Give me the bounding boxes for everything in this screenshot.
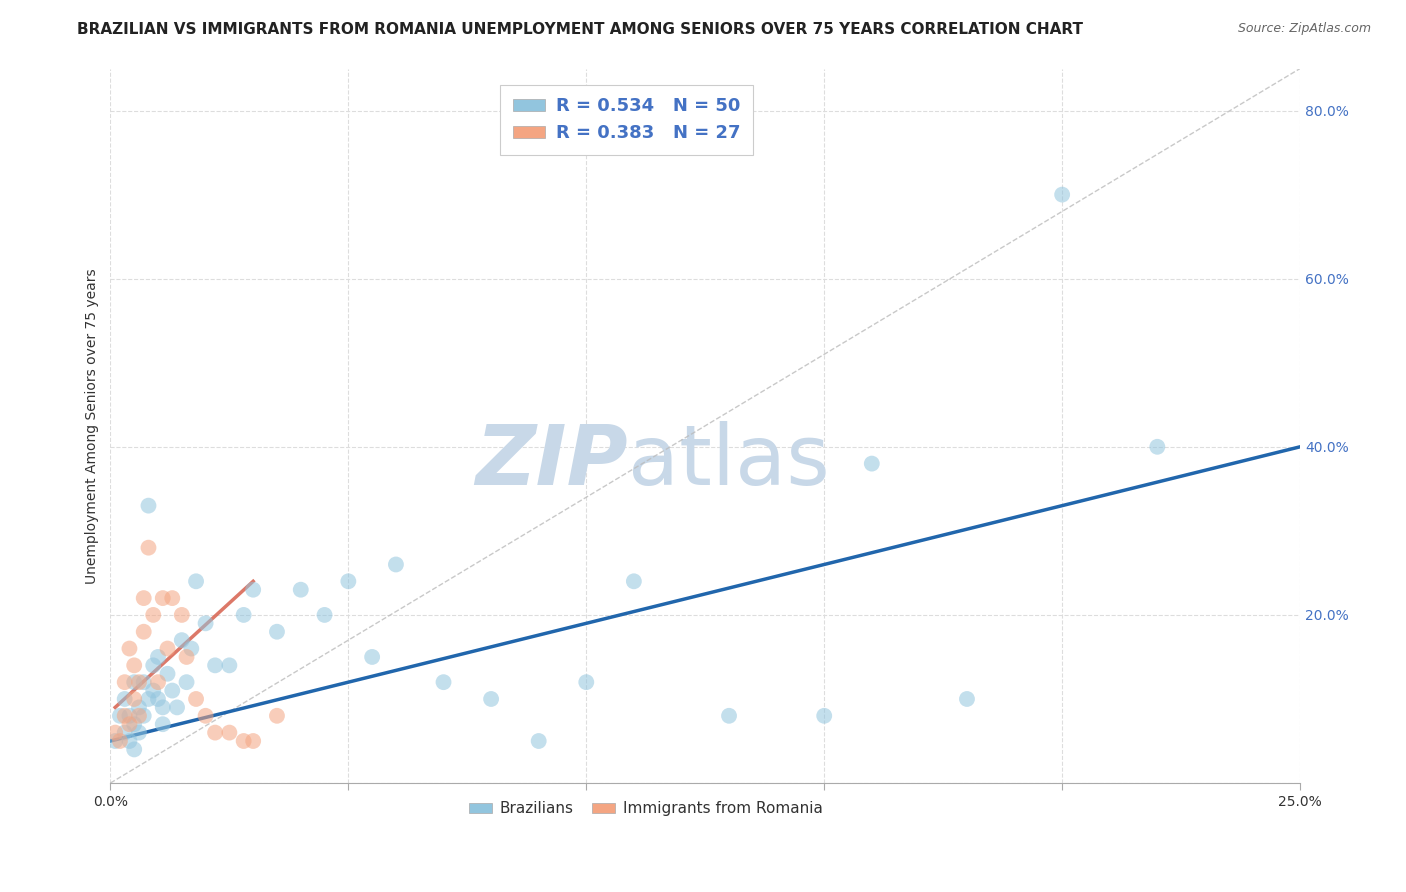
Point: [128, 675, 150, 690]
Point: [114, 675, 136, 690]
Point: [162, 591, 184, 606]
Point: [242, 734, 264, 748]
Point: [232, 734, 254, 748]
Point: [170, 607, 193, 622]
Point: [114, 725, 136, 739]
Legend: Brazilians, Immigrants from Romania: Brazilians, Immigrants from Romania: [460, 792, 831, 825]
Point: [122, 675, 145, 690]
Point: [337, 574, 360, 589]
Point: [142, 683, 165, 698]
Point: [232, 607, 254, 622]
Point: [108, 734, 131, 748]
Point: [575, 675, 598, 690]
Point: [170, 633, 193, 648]
Point: [162, 683, 184, 698]
Point: [527, 734, 550, 748]
Point: [194, 616, 217, 631]
Text: Source: ZipAtlas.com: Source: ZipAtlas.com: [1237, 22, 1371, 36]
Point: [813, 708, 835, 723]
Point: [176, 649, 198, 664]
Point: [242, 582, 264, 597]
Point: [156, 666, 179, 681]
Point: [361, 649, 384, 664]
Point: [118, 641, 141, 656]
Point: [166, 700, 188, 714]
Y-axis label: Unemployment Among Seniors over 75 years: Unemployment Among Seniors over 75 years: [86, 268, 100, 583]
Point: [956, 692, 979, 706]
Point: [128, 708, 150, 723]
Point: [146, 692, 169, 706]
Point: [108, 708, 131, 723]
Point: [204, 658, 226, 673]
Point: [114, 708, 136, 723]
Point: [122, 658, 145, 673]
Point: [142, 607, 165, 622]
Point: [128, 700, 150, 714]
Point: [152, 700, 174, 714]
Point: [138, 692, 160, 706]
Point: [132, 624, 155, 639]
Point: [122, 742, 145, 756]
Point: [432, 675, 454, 690]
Point: [860, 457, 883, 471]
Point: [132, 675, 155, 690]
Point: [132, 708, 155, 723]
Point: [118, 717, 141, 731]
Text: atlas: atlas: [628, 421, 830, 502]
Text: ZIP: ZIP: [475, 421, 628, 502]
Point: [146, 649, 169, 664]
Point: [184, 692, 207, 706]
Point: [180, 641, 202, 656]
Point: [623, 574, 645, 589]
Point: [176, 675, 198, 690]
Point: [122, 717, 145, 731]
Point: [218, 658, 240, 673]
Point: [1146, 440, 1168, 454]
Point: [146, 675, 169, 690]
Point: [122, 692, 145, 706]
Point: [479, 692, 502, 706]
Point: [104, 734, 127, 748]
Point: [266, 624, 288, 639]
Point: [385, 558, 408, 572]
Point: [718, 708, 741, 723]
Text: BRAZILIAN VS IMMIGRANTS FROM ROMANIA UNEMPLOYMENT AMONG SENIORS OVER 75 YEARS CO: BRAZILIAN VS IMMIGRANTS FROM ROMANIA UNE…: [77, 22, 1084, 37]
Point: [218, 725, 240, 739]
Point: [266, 708, 288, 723]
Point: [104, 725, 127, 739]
Point: [132, 591, 155, 606]
Point: [184, 574, 207, 589]
Point: [194, 708, 217, 723]
Point: [118, 734, 141, 748]
Point: [204, 725, 226, 739]
Point: [138, 541, 160, 555]
Point: [128, 725, 150, 739]
Point: [156, 641, 179, 656]
Point: [118, 708, 141, 723]
Point: [114, 692, 136, 706]
Point: [1050, 187, 1073, 202]
Point: [152, 591, 174, 606]
Point: [142, 658, 165, 673]
Point: [138, 499, 160, 513]
Point: [314, 607, 336, 622]
Point: [290, 582, 312, 597]
Point: [152, 717, 174, 731]
